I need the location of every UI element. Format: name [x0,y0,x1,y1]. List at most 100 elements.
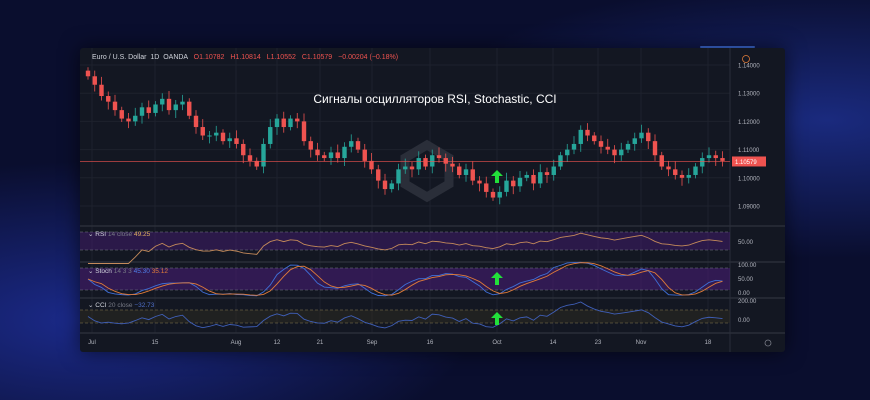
candle [625,143,631,150]
stoch-d-value: 35.12 [151,268,168,275]
candle [288,118,293,128]
high-value: H1.10814 [230,54,261,61]
candle [369,160,374,170]
chart-panel[interactable]: 1.14000 1.13000 1.12000 1.11000 1.10000 1.090… [80,48,785,352]
price-chart[interactable]: 1.14000 1.13000 1.12000 1.11000 1.10000 1.090… [80,48,785,352]
rsi-axis-label: 50.00 [738,240,754,246]
candle [227,138,232,142]
candle [92,76,97,85]
candle [639,132,644,139]
candle [612,149,617,156]
candle [652,141,658,156]
price-tick: 1.14000 [738,64,760,70]
symbol-name: Euro / U.S. Dollar [92,54,147,61]
signal-arrow-up-icon [491,170,503,183]
candle [153,104,158,113]
candle [470,169,475,181]
candle [673,169,678,175]
candle [538,172,543,184]
candle [382,180,388,190]
rsi-params: 14 close [107,231,133,238]
candle [551,166,556,175]
price-tick: 1.10000 [738,176,760,182]
candle [713,155,718,159]
candle [450,163,455,167]
candle [504,180,509,192]
candle [531,174,536,184]
signal-arrow-up-icon [491,312,503,325]
cci-line [87,301,723,329]
candle [693,166,698,175]
candle [126,118,131,122]
time-tick: 23 [595,340,602,346]
settings-icon[interactable] [764,339,772,347]
time-tick: 21 [317,340,324,346]
candle [247,155,253,161]
alert-icon[interactable] [742,55,750,63]
cci-legend[interactable]: ⌄ CCI 20 close −32.73 [88,301,154,309]
time-tick: Oct [492,340,502,346]
candle [281,118,286,128]
signal-arrow-up-icon [491,272,503,285]
stoch-name: Stoch [95,268,112,275]
candle [139,107,145,116]
candle [349,141,354,147]
candle [565,149,570,156]
candle [376,169,381,181]
candle [571,143,577,150]
time-tick: 12 [274,340,281,346]
candle [173,104,178,111]
stoch-legend[interactable]: ⌄ Stoch 14 3 3 45.30 35.12 [88,267,168,275]
candle [720,158,725,161]
stoch-axis-label: 0.00 [738,291,750,297]
candle [106,96,111,102]
candle [490,191,496,198]
candle [430,155,435,167]
close-value: C1.10579 [301,54,333,61]
time-tick: Aug [231,340,242,346]
indicator-collapse-icon[interactable]: ⌄ [88,231,94,238]
candle [166,98,172,111]
rsi-legend[interactable]: ⌄ RSI 14 close 49.25 [88,230,150,238]
candle [578,129,583,144]
open-value: O1.10782 [193,54,225,61]
watermark-logo [400,139,454,203]
candle [322,155,327,159]
indicator-collapse-icon[interactable]: ⌄ [88,302,94,309]
candle [254,160,259,167]
cci-name: CCI [95,302,107,309]
candle [403,166,408,170]
rsi-name: RSI [95,231,107,238]
candle [517,177,523,187]
candle [409,166,415,170]
stoch-d-line [87,262,723,296]
candle [160,98,165,105]
candle [497,191,502,198]
cci-axis-label: 0.00 [738,318,750,324]
candle [295,118,300,122]
interval[interactable]: 1D [150,54,160,61]
candle [193,115,199,128]
stoch-axis-label: 100.00 [738,263,757,269]
candle [112,101,118,111]
cci-value: −32.73 [134,302,155,309]
time-tick: Jul [88,340,96,346]
candle [234,138,239,144]
candle [416,158,421,170]
low-value: L1.10552 [266,54,296,61]
rsi-band [80,232,730,250]
rsi-line [88,232,723,264]
time-tick: 15 [152,340,159,346]
source: OANDA [163,54,188,61]
candle [592,135,597,142]
current-price-label: 1.10579 [735,160,757,166]
candle [342,146,347,159]
candle [214,132,219,136]
candle [443,158,448,164]
candle [477,180,482,184]
candle [544,172,550,175]
symbol-legend: Euro / U.S. Dollar 1D OANDA O1.10782 H1.… [92,54,398,61]
candle [207,135,212,137]
candle [133,115,138,122]
indicator-collapse-icon[interactable]: ⌄ [88,268,94,275]
